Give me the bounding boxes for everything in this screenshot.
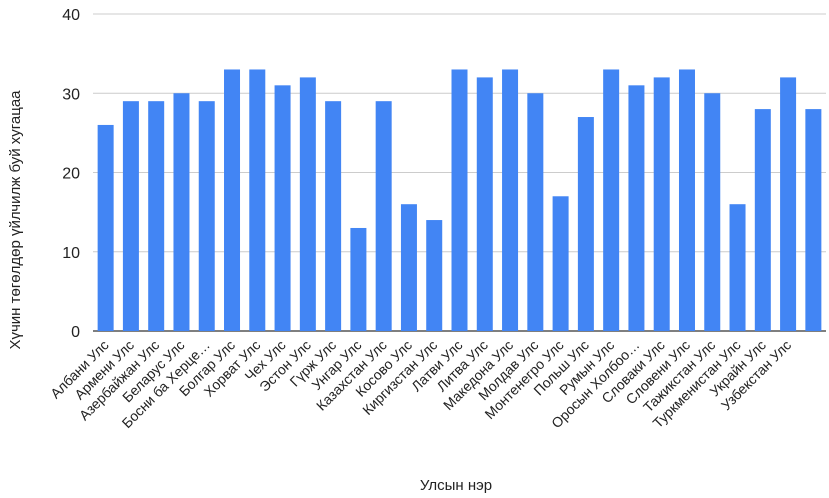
bar — [122, 101, 139, 331]
bar — [603, 69, 620, 331]
y-tick-label: 0 — [71, 324, 80, 341]
bar — [173, 93, 190, 331]
bar — [97, 124, 114, 331]
bars — [97, 69, 822, 332]
y-tick-label: 10 — [62, 245, 80, 262]
x-axis-title: Улсын нэр — [420, 477, 492, 494]
bar — [577, 117, 594, 332]
bar — [754, 109, 771, 331]
bar — [325, 101, 342, 331]
bar — [299, 77, 316, 332]
bar — [653, 77, 670, 332]
bar — [729, 204, 746, 331]
bar — [502, 69, 519, 331]
bar — [451, 69, 468, 331]
bar — [274, 85, 291, 331]
bar — [678, 69, 695, 331]
bar — [426, 220, 443, 331]
y-tick-label: 30 — [62, 86, 80, 103]
bar — [704, 93, 721, 331]
bar — [628, 85, 645, 331]
bar — [527, 93, 544, 331]
bar — [400, 204, 417, 331]
y-axis-ticks: 0 10 20 30 40 — [62, 7, 80, 341]
bar — [224, 69, 241, 331]
bar — [375, 101, 392, 331]
bar — [249, 69, 266, 331]
y-tick-label: 40 — [62, 7, 80, 24]
bar — [198, 101, 215, 331]
bar — [476, 77, 493, 332]
bar — [552, 196, 569, 331]
bar — [805, 109, 822, 331]
bar — [350, 227, 367, 331]
bar — [780, 77, 797, 332]
bar — [148, 101, 165, 331]
y-tick-label: 20 — [62, 166, 80, 183]
y-axis-title: Хүчин төгөлдөр үйлчилж буй хугацаа — [7, 90, 24, 350]
